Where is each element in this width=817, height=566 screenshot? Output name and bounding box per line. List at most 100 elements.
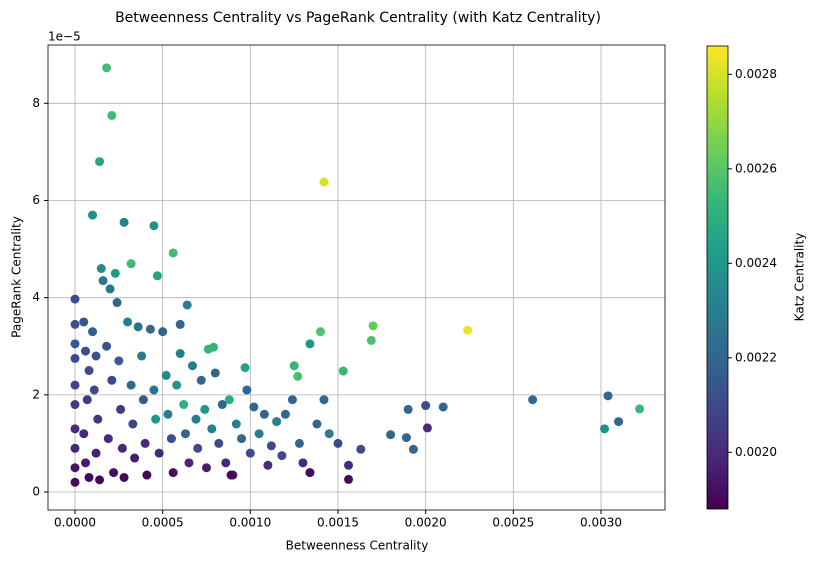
data-point <box>130 453 140 463</box>
data-point <box>149 221 159 231</box>
x-axis-label: Betweenness Centrality <box>286 539 429 553</box>
data-point <box>91 448 101 458</box>
data-point <box>82 395 92 405</box>
data-point <box>110 268 120 278</box>
data-point <box>249 402 259 412</box>
data-point <box>200 404 210 414</box>
data-point <box>151 414 161 424</box>
data-point <box>109 468 119 478</box>
y-tick-label: 4 <box>32 290 40 304</box>
data-point <box>305 339 315 349</box>
data-point <box>137 351 147 361</box>
data-point <box>149 385 159 395</box>
data-point <box>138 395 148 405</box>
data-point <box>172 380 182 390</box>
data-point <box>116 404 126 414</box>
data-point <box>614 417 624 427</box>
data-point <box>70 294 80 304</box>
data-point <box>98 276 108 286</box>
data-point <box>305 468 315 478</box>
data-point <box>112 298 122 308</box>
data-point <box>119 472 129 482</box>
colorbar-tick-label: 0.0020 <box>735 445 777 459</box>
colorbar-tick-label: 0.0024 <box>735 256 777 270</box>
data-point <box>319 395 329 405</box>
x-tick-label: 0.0015 <box>317 516 359 530</box>
data-point <box>312 419 322 429</box>
data-point <box>133 322 143 332</box>
data-point <box>70 424 80 434</box>
data-point <box>463 325 473 335</box>
data-point <box>126 259 136 269</box>
data-point <box>84 366 94 376</box>
data-point <box>88 210 98 220</box>
data-point <box>168 248 178 258</box>
data-point <box>95 475 105 485</box>
data-point <box>96 264 106 274</box>
data-point <box>266 441 276 451</box>
data-point <box>228 470 238 480</box>
data-point <box>182 300 192 310</box>
data-point <box>603 391 613 401</box>
data-point <box>70 380 80 390</box>
data-point <box>105 284 115 294</box>
data-point <box>277 451 287 461</box>
colorbar-label: Katz Centrality <box>793 233 807 322</box>
data-point <box>237 434 247 444</box>
data-point <box>93 414 103 424</box>
data-point <box>179 400 189 410</box>
data-point <box>95 157 105 167</box>
data-point <box>81 346 91 356</box>
data-point <box>107 375 117 385</box>
x-tick-label: 0.0005 <box>142 516 184 530</box>
data-point <box>81 458 91 468</box>
x-tick-label: 0.0030 <box>580 516 622 530</box>
colorbar-tick-label: 0.0022 <box>735 350 777 364</box>
x-tick-label: 0.0000 <box>54 516 96 530</box>
data-point <box>128 419 138 429</box>
data-point <box>408 444 418 454</box>
data-point <box>368 321 378 331</box>
data-point <box>224 395 234 405</box>
data-point <box>161 370 171 380</box>
data-point <box>70 443 80 453</box>
data-point <box>117 443 127 453</box>
data-point <box>356 444 366 454</box>
data-point <box>254 429 264 439</box>
data-point <box>293 371 303 381</box>
data-point <box>107 110 117 120</box>
data-point <box>298 458 308 468</box>
data-point <box>91 351 101 361</box>
data-point <box>168 468 178 478</box>
data-point <box>191 414 201 424</box>
data-point <box>366 335 376 345</box>
colorbar-tick-label: 0.0028 <box>735 67 777 81</box>
data-point <box>386 430 396 440</box>
data-point <box>245 448 255 458</box>
data-point <box>401 433 411 443</box>
y-offset-label: 1e−5 <box>48 30 81 44</box>
data-point <box>214 438 224 448</box>
data-point <box>163 409 173 419</box>
data-point <box>221 458 231 468</box>
data-point <box>126 380 136 390</box>
data-point <box>175 349 185 359</box>
data-point <box>119 217 129 227</box>
data-point <box>333 438 343 448</box>
data-point <box>202 463 212 473</box>
data-point <box>154 448 164 458</box>
y-tick-label: 8 <box>32 96 40 110</box>
data-point <box>166 434 176 444</box>
data-point <box>158 327 168 337</box>
data-point <box>421 401 431 411</box>
data-point <box>180 429 190 439</box>
data-point <box>70 400 80 410</box>
data-point <box>140 438 150 448</box>
data-point <box>79 317 89 327</box>
data-point <box>338 366 348 376</box>
data-point <box>217 400 227 410</box>
chart-title: Betweenness Centrality vs PageRank Centr… <box>115 10 601 26</box>
data-point <box>600 424 610 434</box>
data-point <box>70 477 80 487</box>
